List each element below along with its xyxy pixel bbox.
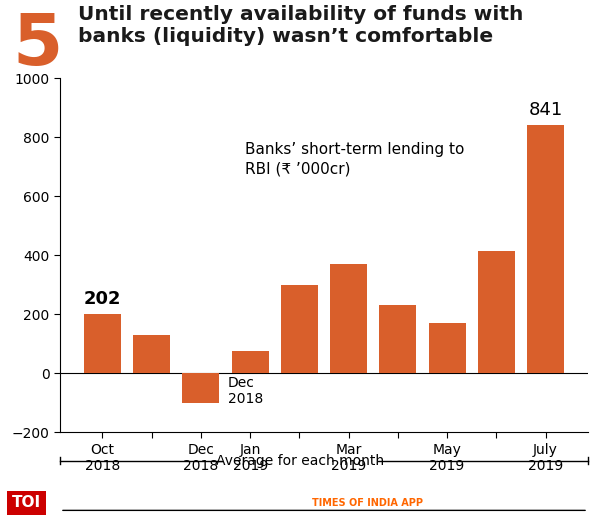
Bar [379, 305, 416, 374]
Text: Average for each month: Average for each month [216, 454, 384, 468]
Bar [182, 374, 220, 403]
Text: 5: 5 [12, 11, 62, 80]
Text: TOI: TOI [12, 495, 41, 510]
Text: Dec
2018: Dec 2018 [228, 376, 263, 406]
Bar [330, 264, 367, 374]
Bar [133, 335, 170, 374]
Text: FOR MORE  INFOGRAPHICS DOWNLOAD: FOR MORE INFOGRAPHICS DOWNLOAD [72, 498, 294, 508]
Text: 841: 841 [529, 101, 563, 119]
Text: TIMES OF INDIA APP: TIMES OF INDIA APP [312, 498, 423, 508]
Text: Banks’ short-term lending to
RBI (₹ ’000cr): Banks’ short-term lending to RBI (₹ ’000… [245, 142, 464, 177]
Bar [478, 251, 515, 374]
Text: Until recently availability of funds with
banks (liquidity) wasn’t comfortable: Until recently availability of funds wit… [78, 5, 523, 45]
Text: 202: 202 [84, 290, 121, 308]
Bar [232, 351, 269, 374]
Bar [428, 323, 466, 374]
Bar [281, 285, 318, 374]
Bar [527, 125, 564, 374]
Bar [84, 314, 121, 374]
